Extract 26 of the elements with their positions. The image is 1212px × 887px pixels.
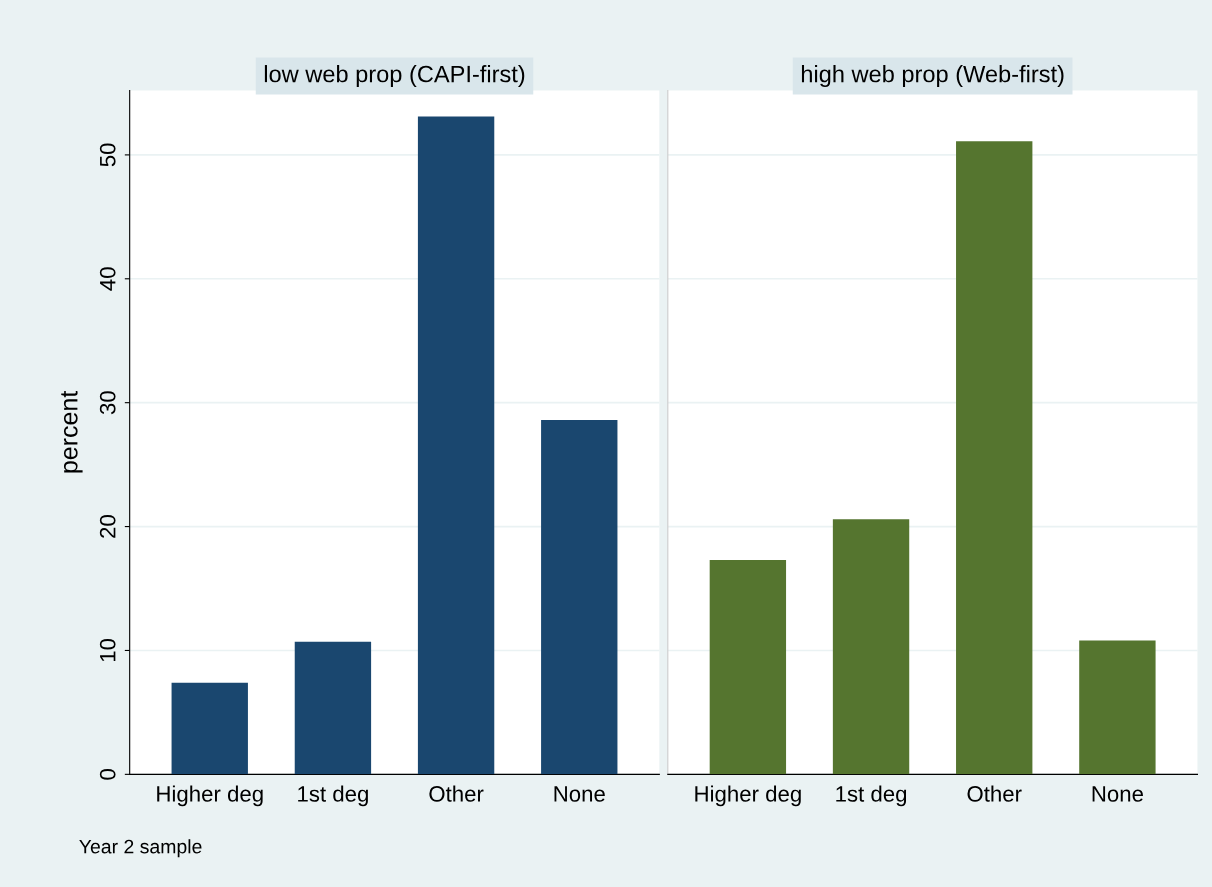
bar — [417, 116, 495, 775]
y-axis-title: percent — [61, 390, 83, 473]
chart-title: low web prop (CAPI-first) — [264, 65, 525, 88]
x-tick-label: Higher deg — [695, 785, 801, 807]
x-tick-label: 1st deg — [836, 785, 907, 807]
y-tick-label: 40 — [99, 267, 116, 291]
x-tick-label: None — [554, 786, 605, 802]
y-tick-label: 0 — [99, 769, 116, 780]
chart-title: high web prop (Web-first) — [801, 65, 1064, 88]
bar — [294, 641, 372, 775]
bar — [956, 141, 1033, 775]
x-tick-label: Higher deg — [157, 785, 263, 807]
bar — [171, 682, 248, 775]
x-tick-label: Other — [967, 785, 1022, 802]
text: Year 2 sample — [79, 839, 202, 858]
x-tick-label: 1st deg — [298, 785, 368, 807]
bar — [832, 519, 910, 775]
bar — [1079, 640, 1156, 775]
y-tick-label: 10 — [99, 638, 116, 662]
bar — [709, 560, 787, 775]
y-tick-label: 50 — [99, 143, 116, 167]
y-tick-label: 30 — [99, 391, 116, 415]
y-tick-label: 20 — [99, 515, 116, 538]
bar — [541, 420, 618, 775]
x-tick-label: None — [1092, 786, 1143, 802]
x-tick-label: Other — [429, 785, 484, 802]
